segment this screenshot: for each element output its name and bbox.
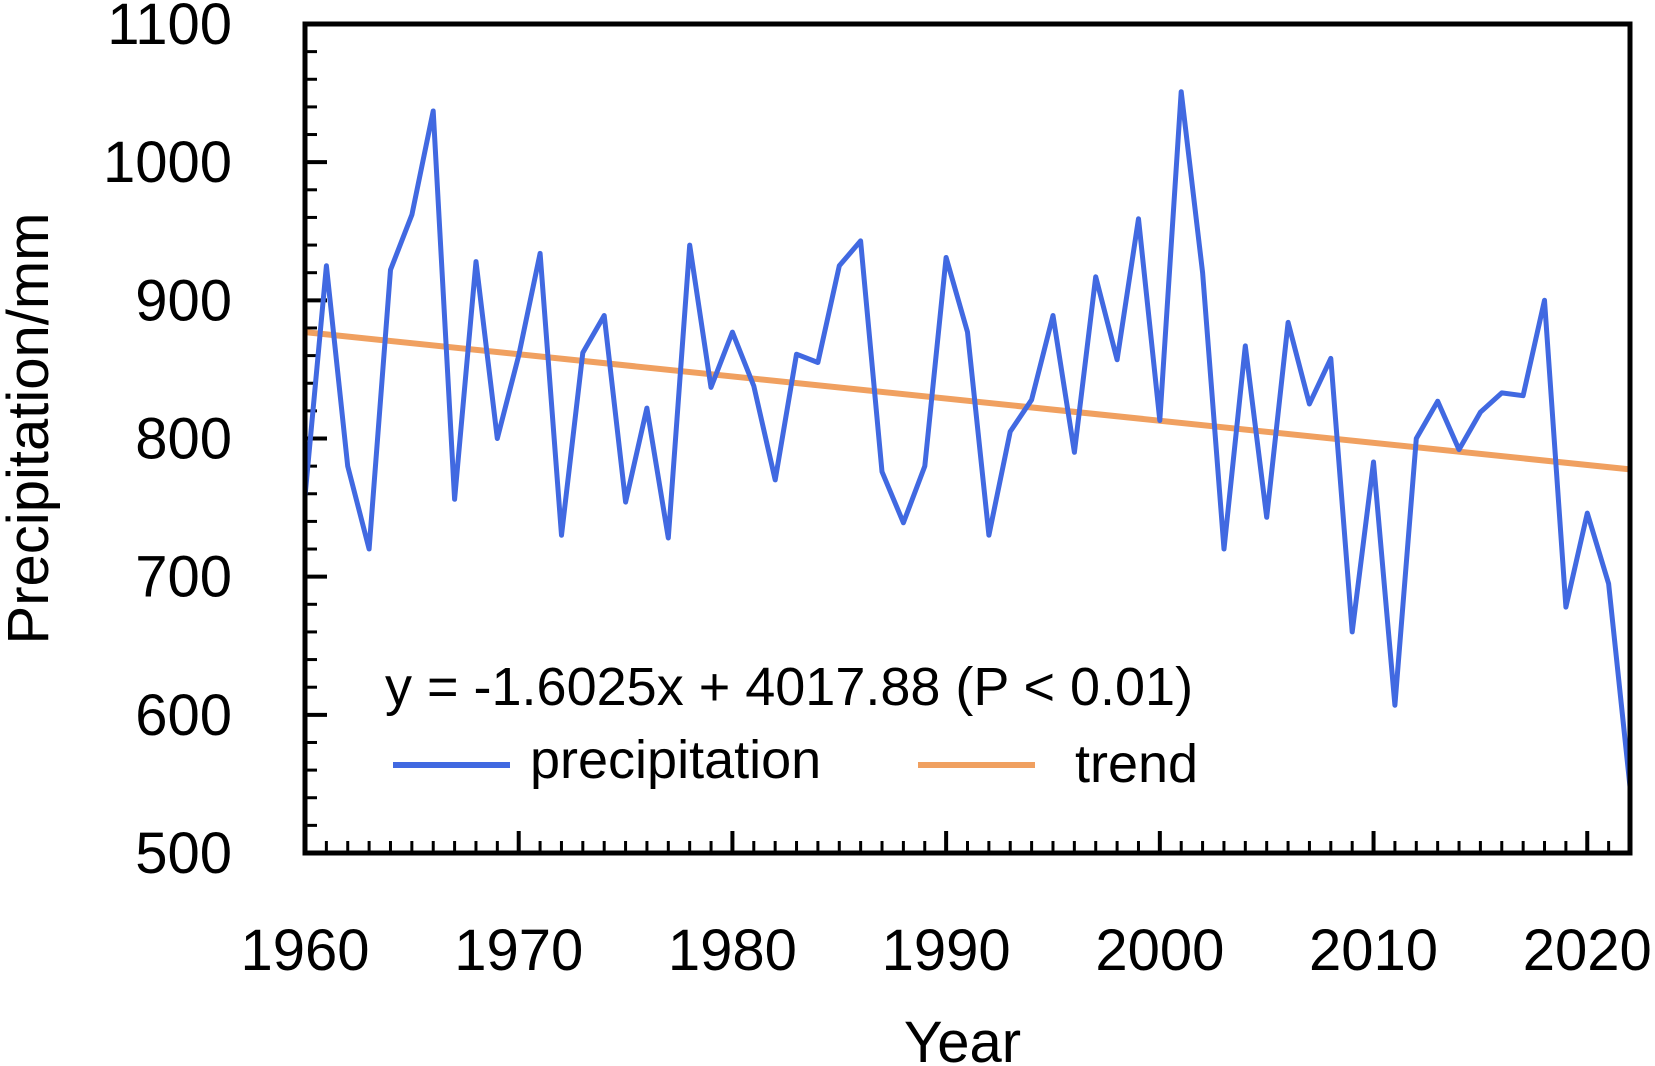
x-tick-label: 2010 (1309, 918, 1438, 983)
trend-line (304, 329, 1631, 473)
series-layer (302, 89, 1633, 787)
regression-equation: y = -1.6025x + 4017.88 (P < 0.01) (385, 657, 1193, 717)
y-tick-label: 800 (135, 407, 232, 472)
legend: precipitation trend (393, 730, 1198, 794)
y-tick-labels: 500 600 700 800 900 1000 1100 (103, 0, 232, 886)
y-tick-label: 1000 (103, 130, 232, 195)
x-tick-label: 1990 (882, 918, 1011, 983)
y-tick-label: 1100 (107, 0, 232, 57)
x-tick-label: 1960 (240, 918, 369, 983)
legend-label-trend: trend (1075, 734, 1198, 794)
x-tick-label: 1980 (668, 918, 797, 983)
x-tick-label: 2000 (1095, 918, 1224, 983)
legend-label-precipitation: precipitation (530, 730, 821, 790)
y-tick-label: 500 (135, 821, 232, 886)
x-tick-label: 1970 (454, 918, 583, 983)
x-tick-labels: 1960 1970 1980 1990 2000 2010 2020 (240, 918, 1651, 983)
y-axis-title: Precipitation/mm (0, 213, 61, 645)
y-tick-label: 900 (135, 268, 232, 333)
plot-frame (302, 21, 1633, 856)
y-tick-label: 700 (135, 545, 232, 610)
axis-ticks (303, 22, 1632, 855)
y-tick-label: 600 (135, 683, 232, 748)
precipitation-line (302, 89, 1633, 787)
x-axis-title: Year (904, 1010, 1021, 1066)
x-tick-label: 2020 (1523, 918, 1652, 983)
